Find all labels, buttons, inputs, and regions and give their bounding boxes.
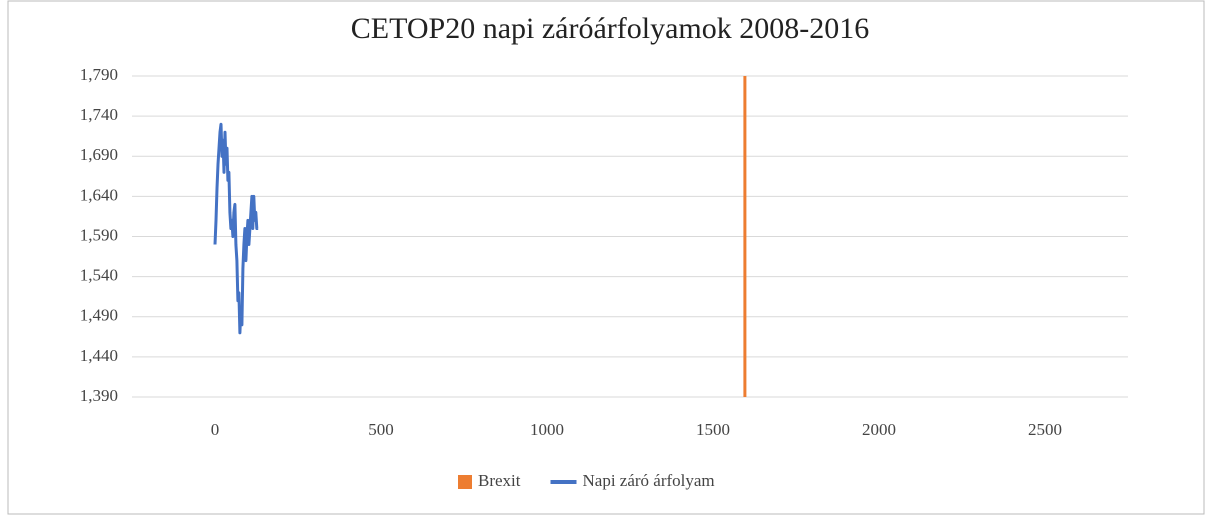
y-tick-label: 1,690 — [80, 145, 118, 164]
y-tick-label: 1,640 — [80, 185, 118, 204]
x-tick-label: 1500 — [696, 420, 730, 439]
y-tick-label: 1,790 — [80, 65, 118, 84]
legend-swatch — [458, 475, 472, 489]
legend-label: Brexit — [478, 471, 521, 490]
y-tick-label: 1,440 — [80, 346, 118, 365]
x-tick-label: 0 — [211, 420, 220, 439]
y-tick-label: 1,390 — [80, 386, 118, 405]
x-tick-label: 2000 — [862, 420, 896, 439]
y-tick-label: 1,490 — [80, 306, 118, 325]
x-tick-label: 2500 — [1028, 420, 1062, 439]
chart-frame — [7, 0, 1205, 515]
y-tick-label: 1,540 — [80, 266, 118, 285]
series-line — [213, 122, 259, 335]
x-tick-label: 500 — [368, 420, 394, 439]
y-tick-label: 1,590 — [80, 225, 118, 244]
legend-label: Napi záró árfolyam — [583, 471, 715, 490]
x-tick-label: 1000 — [530, 420, 564, 439]
y-tick-label: 1,740 — [80, 105, 118, 124]
chart-title: CETOP20 napi záróárfolyamok 2008-2016 — [351, 12, 870, 45]
